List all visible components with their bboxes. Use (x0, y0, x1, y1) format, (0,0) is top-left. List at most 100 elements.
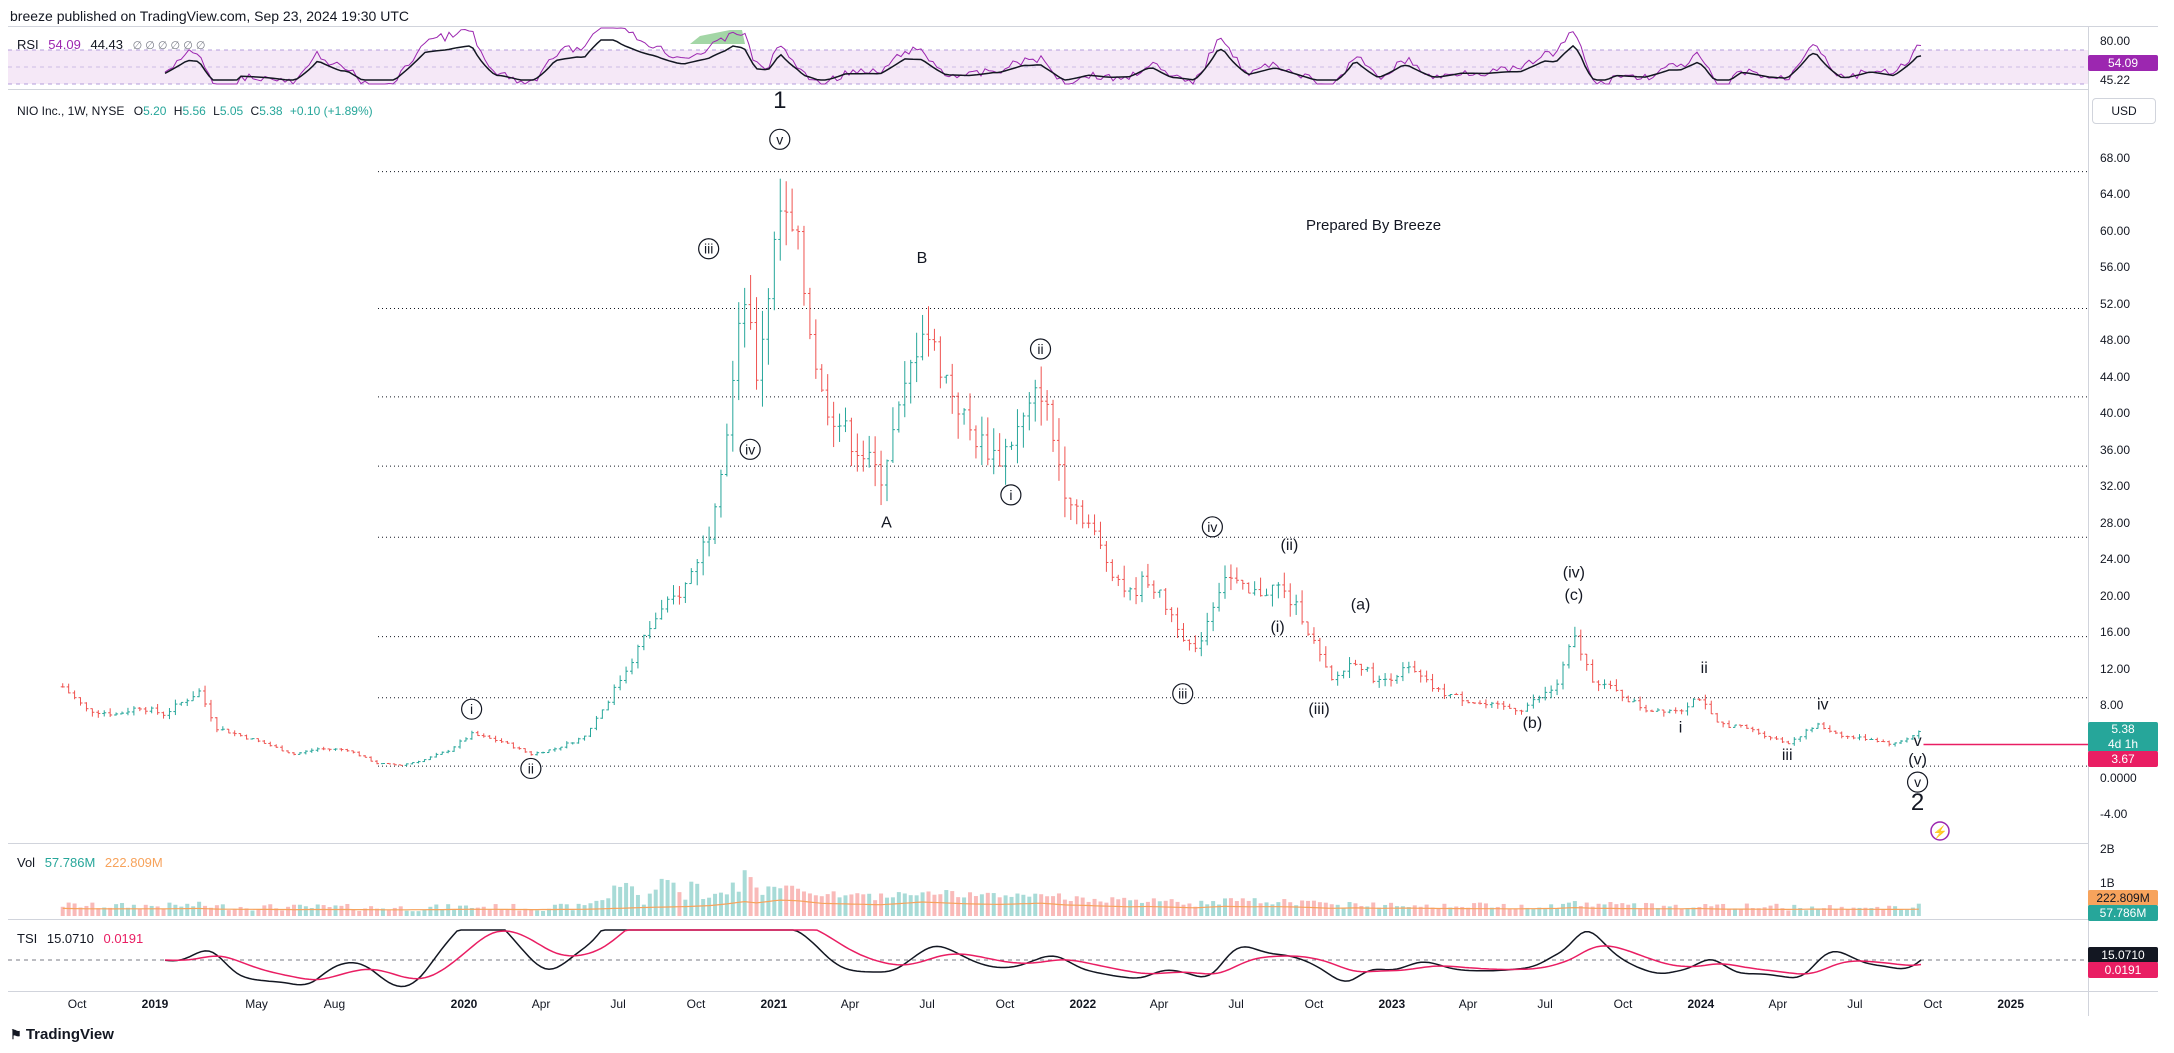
wave-label[interactable]: v (776, 131, 783, 147)
volume-bar (1525, 907, 1530, 916)
volume-bar (268, 904, 273, 916)
volume-bar (1827, 905, 1832, 916)
wave-label-circle[interactable] (739, 438, 761, 460)
tsi-signal-line (164, 929, 1922, 981)
wave-label-circle[interactable] (1172, 683, 1194, 705)
volume-bar (582, 905, 587, 916)
close-label: C (250, 104, 260, 118)
volume-bar (220, 904, 225, 916)
volume-bar (191, 906, 196, 916)
wave-label[interactable]: iii (704, 241, 713, 257)
wave-label[interactable]: ii (1037, 341, 1043, 357)
wave-label[interactable]: (iv) (1563, 564, 1585, 581)
wave-label[interactable]: (v) (1908, 751, 1927, 768)
volume-bar (641, 904, 646, 916)
rsi-pane-divider[interactable] (8, 89, 2088, 90)
wave-label[interactable]: iv (745, 441, 755, 457)
volume-bar (523, 908, 528, 916)
volume-bar (1572, 901, 1577, 916)
volume-bar (1798, 908, 1803, 916)
annotation-text[interactable]: Prepared By Breeze (1306, 217, 1442, 234)
wave-label[interactable]: B (917, 250, 928, 267)
wave-label[interactable]: (c) (1565, 587, 1584, 604)
wave-label[interactable]: iii (1782, 747, 1793, 764)
wave-label[interactable]: v (1914, 774, 1921, 790)
rsi-legend[interactable]: RSI 54.09 44.43 ∅ ∅ ∅ ∅ ∅ ∅ (17, 37, 205, 52)
wave-label[interactable]: v (1914, 733, 1922, 750)
tsi-legend[interactable]: TSI 15.0710 0.0191 (17, 931, 143, 946)
time-axis-tick: Apr (1768, 997, 1788, 1011)
wave-label[interactable]: (iii) (1308, 701, 1329, 718)
wave-label[interactable]: 1 (773, 87, 786, 114)
volume-bar (825, 894, 830, 916)
wave-label[interactable]: i (470, 701, 473, 717)
volume-bar (730, 882, 735, 916)
volume-bar (600, 900, 605, 916)
volume-bar (66, 902, 71, 916)
volume-ma-badge: 222.809M (2088, 890, 2158, 906)
volume-bar (1341, 907, 1346, 916)
volume-bar (481, 906, 486, 916)
wave-label[interactable]: i (1679, 719, 1683, 736)
volume-bar (72, 903, 77, 916)
volume-bar (1620, 903, 1625, 916)
rsi-settings-icons[interactable]: ∅ ∅ ∅ ∅ ∅ ∅ (132, 40, 206, 52)
volume-bar (772, 886, 777, 916)
volume-bar (1756, 908, 1761, 916)
volume-bar (1768, 905, 1773, 916)
wave-label-circle[interactable] (1906, 771, 1929, 793)
wave-label[interactable]: 2 (1911, 789, 1924, 816)
volume-bar (1371, 902, 1376, 916)
price-axis-tick: 12.00 (2100, 661, 2131, 676)
wave-label-circle[interactable] (1029, 338, 1052, 360)
volume-bar (1590, 906, 1595, 916)
wave-label-circle[interactable] (769, 128, 791, 150)
volume-bar (1098, 901, 1103, 916)
volume-bar (1104, 902, 1109, 916)
volume-bar (1282, 899, 1287, 916)
wave-label[interactable]: (a) (1351, 596, 1371, 613)
tradingview-logo[interactable]: ⚑ TradingView (10, 1026, 114, 1043)
volume-bar (1389, 902, 1394, 916)
volume-bar (1495, 906, 1500, 916)
volume-bar (1051, 896, 1056, 916)
volume-bar (1566, 902, 1571, 916)
wave-label[interactable]: iv (1817, 697, 1829, 714)
lightning-icon-circle[interactable] (1930, 821, 1950, 841)
lightning-icon[interactable]: ⚡ (1933, 825, 1948, 839)
wave-label[interactable]: i (1009, 487, 1012, 503)
wave-label[interactable]: ii (1701, 660, 1708, 677)
volume-bar (1139, 902, 1144, 916)
tsi-pane-divider[interactable] (8, 919, 2088, 920)
wave-label[interactable]: (i) (1270, 619, 1284, 636)
volume-bar (1561, 903, 1566, 916)
wave-label-circle[interactable] (698, 238, 720, 260)
volume-pane-divider[interactable] (8, 843, 2088, 844)
price-line-badge[interactable]: 3.67 (2088, 751, 2158, 767)
volume-bar (1608, 902, 1613, 916)
wave-label-circle[interactable] (1201, 516, 1223, 538)
wave-label[interactable]: A (881, 514, 892, 531)
high-value: 5.56 (182, 104, 206, 118)
wave-label-circle[interactable] (520, 757, 542, 780)
currency-selector[interactable]: USD (2092, 98, 2156, 124)
price-axis-tick: 16.00 (2100, 625, 2131, 640)
wave-label[interactable]: (b) (1523, 715, 1543, 732)
wave-label[interactable]: (ii) (1281, 537, 1299, 554)
time-axis-tick: Jul (919, 997, 935, 1011)
wave-label-circle[interactable] (461, 698, 483, 720)
time-axis-tick: Jul (1847, 997, 1863, 1011)
volume-bar (149, 905, 154, 916)
volume-bar (309, 908, 314, 916)
main-legend[interactable]: NIO Inc., 1W, NYSE O5.20 H5.56 L5.05 C5.… (17, 104, 373, 118)
wave-label-circle[interactable] (1000, 484, 1022, 506)
volume-bar (185, 903, 190, 916)
wave-label[interactable]: iv (1207, 519, 1217, 535)
volume-bar (1821, 908, 1826, 916)
price-axis-tick: 64.00 (2100, 187, 2131, 202)
wave-label[interactable]: iii (1178, 686, 1187, 702)
volume-legend[interactable]: Vol 57.786M 222.809M (17, 855, 163, 870)
wave-label[interactable]: ii (528, 760, 534, 776)
time-axis-tick: Oct (1613, 997, 1633, 1011)
